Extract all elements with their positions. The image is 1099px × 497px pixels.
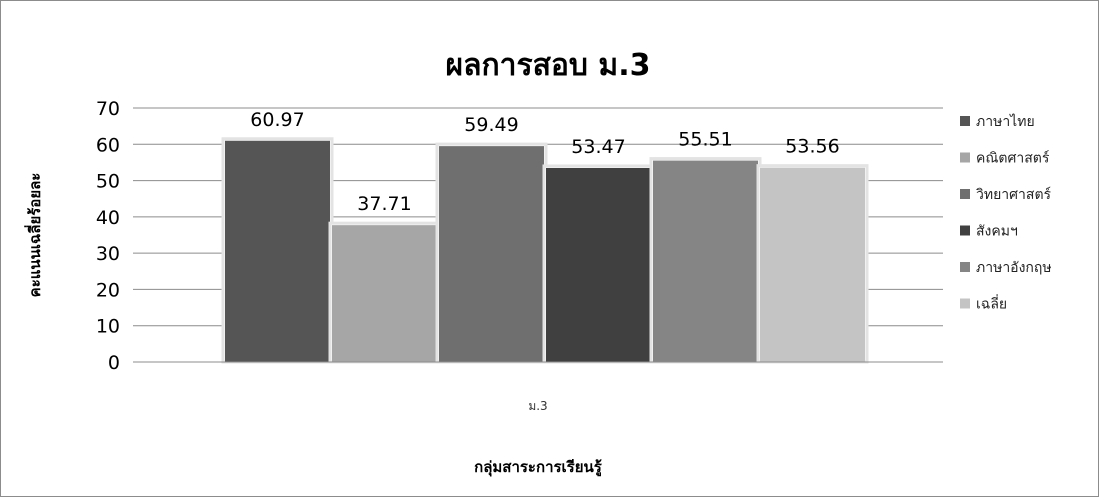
legend-label: ภาษาไทย xyxy=(976,113,1035,130)
x-axis-title: กลุ่มสาระการเรียนรู้ xyxy=(474,458,603,477)
bar-series xyxy=(221,137,869,364)
y-tick-label: 60 xyxy=(96,134,120,156)
legend-swatch xyxy=(960,262,970,272)
data-labels: 60.97 37.71 59.49 53.47 55.51 53.56 xyxy=(250,109,839,215)
legend-label: วิทยาศาสตร์ xyxy=(976,186,1052,203)
legend: ภาษาไทยคณิตศาสตร์วิทยาศาสตร์สังคมฯภาษาอั… xyxy=(960,113,1052,313)
legend-swatch xyxy=(960,116,970,126)
data-label: 53.47 xyxy=(571,136,625,158)
y-tick-label: 0 xyxy=(108,352,120,374)
x-category-label: ม.3 xyxy=(528,399,547,413)
legend-swatch xyxy=(960,152,970,163)
y-tick-label: 70 xyxy=(96,98,120,120)
bar xyxy=(653,160,758,362)
legend-label: สังคมฯ xyxy=(976,224,1018,240)
chart-title: ผลการสอบ ม.3 xyxy=(446,48,651,83)
y-axis-title: คะแนนเฉลี่ยร้อยละ xyxy=(24,173,44,298)
y-tick-label: 40 xyxy=(96,207,120,229)
data-label: 60.97 xyxy=(250,109,304,131)
y-tick-label: 30 xyxy=(96,243,120,265)
bar xyxy=(332,225,437,362)
bar xyxy=(546,167,651,362)
data-label: 55.51 xyxy=(678,129,732,151)
bar xyxy=(225,140,330,362)
bar xyxy=(760,167,865,362)
y-tick-label: 10 xyxy=(96,316,120,338)
legend-swatch xyxy=(960,298,970,309)
legend-label: เฉลี่ย xyxy=(976,295,1007,313)
data-label: 59.49 xyxy=(464,114,518,136)
data-label: 37.71 xyxy=(357,193,411,215)
y-tick-label: 20 xyxy=(96,279,120,301)
legend-swatch xyxy=(960,225,970,236)
y-axis-ticks: 0 10 20 30 40 50 60 70 xyxy=(96,98,120,374)
y-tick-label: 50 xyxy=(96,171,120,193)
legend-swatch xyxy=(960,189,970,199)
legend-label: คณิตศาสตร์ xyxy=(976,150,1050,167)
data-label: 53.56 xyxy=(785,136,839,158)
legend-label: ภาษาอังกฤษ xyxy=(976,260,1052,276)
bar xyxy=(439,146,544,362)
